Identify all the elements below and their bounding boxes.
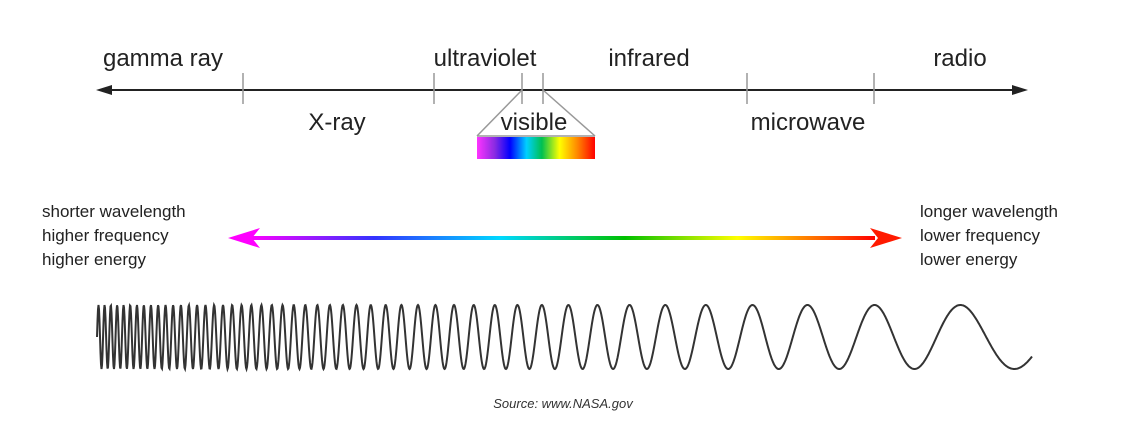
left-label: higher energy	[42, 250, 146, 269]
visible-spectrum	[477, 137, 595, 159]
right-label: longer wavelength	[920, 202, 1058, 221]
right-label: lower energy	[920, 250, 1018, 269]
spectrum-axis	[96, 85, 1028, 95]
band-label: X-ray	[308, 109, 365, 136]
band-label: visible	[501, 109, 568, 136]
band-label: ultraviolet	[434, 45, 537, 72]
band-label: infrared	[608, 45, 689, 72]
band-label: microwave	[751, 109, 866, 136]
source: Source: www.NASA.gov	[493, 396, 634, 411]
left-label: higher frequency	[42, 226, 169, 245]
gradient-arrow	[228, 228, 902, 248]
band-dividers	[242, 73, 875, 137]
band-label: gamma ray	[103, 45, 223, 72]
right-label: lower frequency	[920, 226, 1041, 245]
left-label: shorter wavelength	[42, 202, 186, 221]
band-label: radio	[933, 45, 986, 72]
wave	[96, 301, 1033, 373]
